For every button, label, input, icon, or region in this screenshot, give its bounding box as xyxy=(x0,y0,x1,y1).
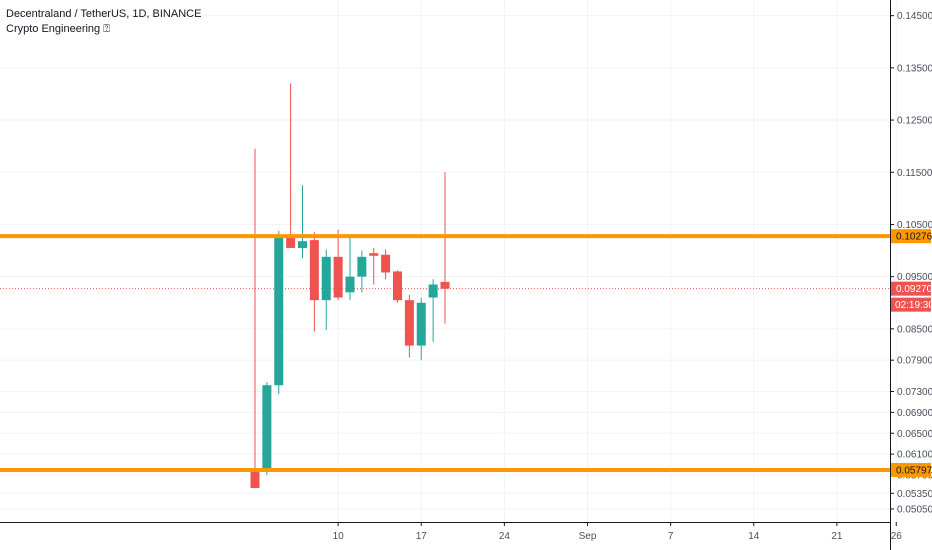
level-price-badge xyxy=(891,229,931,244)
price-tick-label: 0.10500 xyxy=(897,220,932,231)
level-price-label: 0.05797 xyxy=(896,465,932,476)
price-tick-label: 0.13500 xyxy=(897,63,932,74)
candle-body-up[interactable] xyxy=(274,235,284,386)
candle-body-down[interactable] xyxy=(250,469,260,489)
time-tick-label: 26 xyxy=(891,531,903,542)
indicator-author[interactable]: Crypto Engineering ⍰ xyxy=(6,23,110,35)
countdown-badge xyxy=(891,297,931,312)
candle-body-up[interactable] xyxy=(321,256,331,301)
price-tick-label: 0.05350 xyxy=(897,489,932,500)
price-tick-label: 0.08500 xyxy=(897,324,932,335)
level-price-badge xyxy=(891,462,931,477)
time-tick-label: 24 xyxy=(499,531,511,542)
countdown-label: 02:19:30 xyxy=(895,300,932,311)
candle-body-down[interactable] xyxy=(369,253,379,256)
candle-body-down[interactable] xyxy=(404,300,414,346)
price-tick-label: 0.05050 xyxy=(897,504,932,515)
chart-legend: Decentraland / TetherUS, 1D, BINANCE Cry… xyxy=(6,7,201,37)
price-tick-label: 0.12500 xyxy=(897,116,932,127)
price-tick-label: 0.06900 xyxy=(897,408,932,419)
candle-body-up[interactable] xyxy=(262,385,272,470)
last-price-badge xyxy=(891,281,931,296)
candle-body-up[interactable] xyxy=(416,302,426,346)
time-tick-label: 7 xyxy=(668,531,674,542)
last-price-label: 0.09270 xyxy=(896,284,932,295)
candle-body-up[interactable] xyxy=(298,241,307,248)
level-price-label: 0.10276 xyxy=(896,232,932,243)
time-tick-label: 21 xyxy=(831,531,843,542)
time-tick-label: 17 xyxy=(416,531,428,542)
price-tick-label: 0.07300 xyxy=(897,387,932,398)
candle-body-up[interactable] xyxy=(345,276,355,293)
candle-body-down[interactable] xyxy=(381,254,391,273)
time-tick-label: 14 xyxy=(748,531,760,542)
candle-body-down[interactable] xyxy=(286,235,296,248)
price-tick-label: 0.07900 xyxy=(897,356,932,367)
price-tick-label: 0.06500 xyxy=(897,429,932,440)
price-tick-label: 0.09500 xyxy=(897,272,932,283)
time-tick-label: Sep xyxy=(579,531,597,542)
candle-body-down[interactable] xyxy=(309,240,319,301)
candle-body-down[interactable] xyxy=(333,256,343,298)
symbol-title[interactable]: Decentraland / TetherUS, 1D, BINANCE xyxy=(6,8,202,20)
candle-body-up[interactable] xyxy=(428,284,438,298)
candle-body-down[interactable] xyxy=(393,271,402,301)
candle-body-down[interactable] xyxy=(440,281,450,289)
price-tick-label: 0.14500 xyxy=(897,11,932,22)
price-tick-label: 0.11500 xyxy=(897,168,932,179)
price-tick-label: 0.06100 xyxy=(897,450,932,461)
time-tick-label: 10 xyxy=(333,531,345,542)
candle-body-up[interactable] xyxy=(357,256,367,277)
